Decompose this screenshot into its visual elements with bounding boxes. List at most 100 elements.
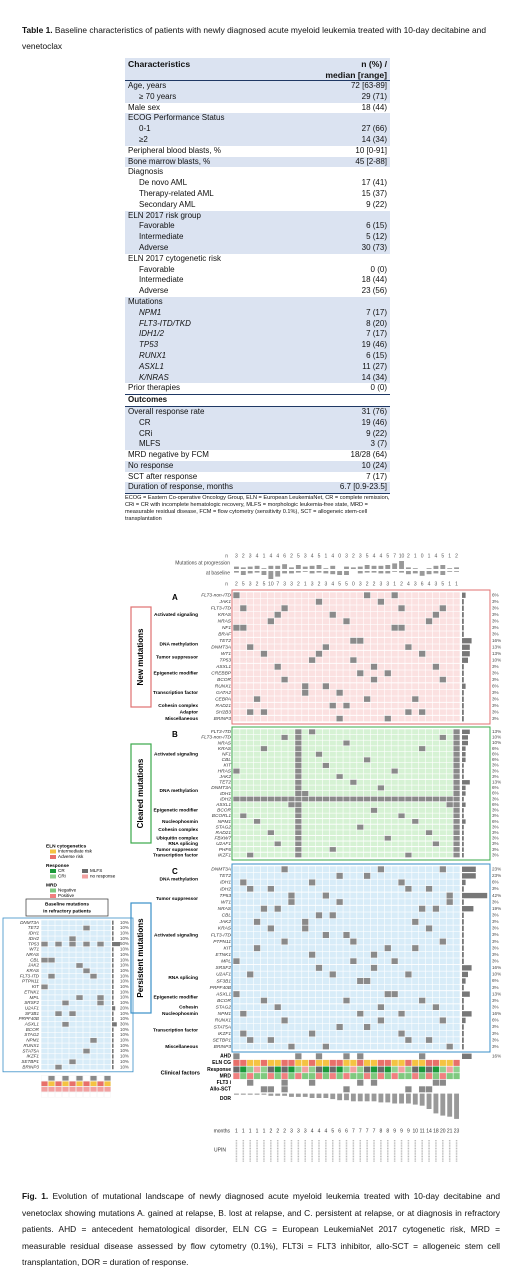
clinical-cell [41, 1086, 48, 1092]
cell [41, 1011, 48, 1016]
cell [336, 774, 343, 780]
cell [377, 740, 385, 746]
cell [281, 676, 288, 683]
gene-label: DNMT3A [211, 785, 231, 791]
cell [253, 813, 261, 819]
cell [419, 879, 426, 886]
cell [322, 852, 330, 858]
group-label: Activated signaling [154, 932, 198, 938]
month: 6 [338, 1128, 341, 1134]
clinical-cell [274, 1073, 281, 1080]
cell [240, 746, 247, 752]
cell [233, 1030, 240, 1037]
cell [412, 830, 419, 836]
clinical-cell [370, 1086, 378, 1093]
group-label: Nucleophosmin [162, 819, 198, 825]
cell [69, 973, 76, 979]
cell [288, 715, 295, 722]
cell [384, 790, 391, 797]
cell [76, 925, 83, 931]
cell [357, 984, 364, 991]
cell [343, 899, 350, 906]
pct-label: 6% [492, 791, 499, 796]
cell [274, 813, 281, 819]
cell [308, 971, 316, 978]
cell [322, 757, 330, 763]
cell [90, 1016, 97, 1022]
cell [350, 611, 357, 618]
cell [267, 899, 274, 906]
cell [69, 984, 76, 990]
cell [412, 892, 419, 899]
cell [308, 964, 316, 971]
cell [55, 979, 62, 984]
cell [315, 637, 323, 644]
count-bar [440, 571, 446, 575]
pct-bar [462, 819, 466, 824]
row-value: 10 (24) [289, 460, 390, 472]
cell [405, 683, 412, 690]
cell [384, 1010, 391, 1017]
cell [233, 918, 240, 925]
cell [288, 945, 295, 952]
cell [247, 971, 254, 978]
cell [260, 729, 268, 735]
cell [233, 702, 240, 709]
clinical-cell [267, 1079, 274, 1086]
cell [281, 866, 288, 873]
cell [384, 1024, 391, 1030]
cell [432, 978, 440, 984]
cell [90, 941, 97, 947]
cell [439, 892, 446, 899]
cell [357, 1004, 364, 1011]
cell [357, 796, 364, 802]
cell [398, 663, 405, 670]
cell [432, 835, 440, 841]
cell [308, 841, 316, 847]
cell [260, 774, 268, 780]
clinical-cell [267, 1053, 274, 1060]
clinical-cell [308, 1053, 316, 1060]
cell [419, 611, 426, 618]
cell [377, 779, 385, 785]
cell [295, 785, 302, 791]
clinical-cell [97, 1081, 104, 1087]
cell [83, 968, 90, 974]
gene-label: U2AF1 [25, 1005, 40, 1010]
gene-label: PRPF40B [19, 1016, 39, 1021]
cell [405, 631, 412, 638]
cell [343, 1010, 350, 1017]
cell [281, 670, 288, 677]
clinical-cell [350, 1086, 357, 1093]
cell [274, 938, 281, 945]
pct-bar [462, 808, 464, 813]
cell [350, 886, 357, 892]
pct-label: 10% [120, 973, 129, 978]
clinical-cell [267, 1086, 274, 1093]
cell [446, 779, 453, 785]
cell [288, 912, 295, 919]
cell [363, 1024, 371, 1030]
cell [69, 979, 76, 984]
cell [329, 1017, 336, 1024]
cell [267, 978, 274, 984]
cell [260, 819, 268, 825]
cell [302, 676, 309, 683]
cell [281, 644, 288, 651]
cell [432, 689, 440, 696]
label: Mutations at progression [175, 560, 230, 566]
dor-bar [399, 1093, 404, 1104]
cell [329, 796, 336, 802]
cell [343, 1043, 350, 1050]
gene-label: NRAS [26, 952, 40, 957]
cell [391, 637, 398, 644]
pct-bar [112, 995, 114, 1000]
dor-bar [378, 1093, 384, 1103]
cell [412, 670, 419, 677]
cell [336, 912, 343, 919]
cell [55, 1011, 62, 1016]
gene-label: STAT5A [214, 1024, 231, 1030]
cell [69, 989, 76, 995]
cell [240, 696, 247, 703]
cell [83, 1043, 90, 1049]
